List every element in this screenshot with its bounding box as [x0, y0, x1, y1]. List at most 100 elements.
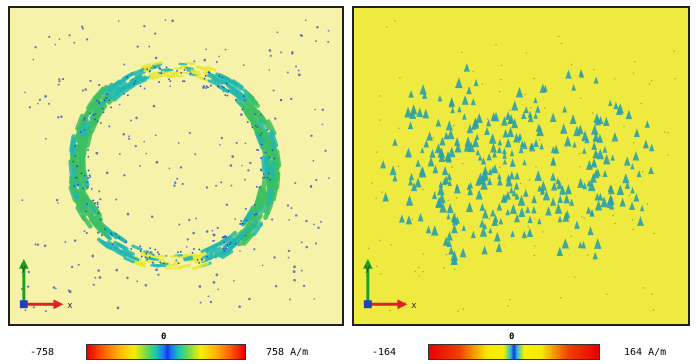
- field-arrow: [602, 146, 608, 153]
- field-dot: [61, 77, 65, 81]
- field-dot: [213, 239, 216, 242]
- field-dot: [587, 254, 589, 256]
- field-arrow: [518, 146, 524, 154]
- field-arrow: [642, 139, 649, 149]
- field-dot: [297, 73, 301, 77]
- ring-dot: [269, 178, 271, 181]
- field-dot: [209, 300, 213, 304]
- field-arrow: [580, 241, 587, 249]
- field-dot: [312, 159, 315, 162]
- field-dot: [117, 20, 120, 22]
- field-arrow: [502, 152, 507, 159]
- field-dot: [207, 295, 210, 298]
- field-arrow: [461, 95, 469, 105]
- field-dot: [293, 265, 296, 269]
- field-dot: [376, 151, 378, 153]
- field-arrow: [421, 91, 428, 99]
- field-dot: [154, 56, 158, 60]
- ring-vector: [247, 94, 260, 108]
- field-arrow: [606, 194, 615, 206]
- field-dot: [290, 97, 293, 101]
- field-arrow: [462, 113, 467, 120]
- field-dot: [667, 132, 670, 134]
- ring-dot: [139, 245, 142, 248]
- ring-dot: [152, 254, 155, 256]
- field-arrow: [615, 105, 623, 115]
- field-arrow: [535, 123, 542, 132]
- field-dot: [641, 170, 644, 173]
- ring-dot: [226, 94, 229, 97]
- field-dot: [188, 131, 191, 135]
- y-axis-arrowhead: [362, 258, 373, 269]
- field-dot: [291, 52, 294, 55]
- ring-dot: [260, 157, 262, 160]
- field-dot: [422, 188, 424, 191]
- ring-vector: [208, 72, 220, 79]
- ring-dot: [158, 253, 160, 256]
- field-arrow: [420, 147, 425, 154]
- field-dot: [205, 186, 209, 189]
- field-dot: [313, 298, 316, 300]
- field-dot: [248, 297, 251, 301]
- field-dot: [570, 235, 572, 238]
- field-dot: [143, 24, 146, 28]
- field-dot: [286, 71, 289, 74]
- ring-dot: [96, 203, 99, 206]
- field-dot: [632, 72, 635, 74]
- field-dot: [305, 245, 308, 249]
- field-dot: [509, 298, 511, 301]
- field-arrow: [416, 107, 424, 118]
- ring-vector: [131, 244, 143, 251]
- ring-dot: [80, 172, 83, 175]
- field-dot: [632, 229, 634, 231]
- axis-triad-left: y x: [18, 258, 73, 311]
- field-arrow: [423, 139, 430, 148]
- field-dot: [304, 19, 307, 22]
- field-plot-right: y x: [352, 6, 690, 326]
- ring-dot: [101, 107, 104, 110]
- ring-vector: [101, 82, 114, 95]
- field-arrow: [629, 201, 636, 211]
- ring-dot: [110, 234, 113, 237]
- field-dot: [145, 152, 148, 155]
- field-dot: [26, 285, 30, 288]
- field-dot: [81, 27, 85, 30]
- field-dot: [230, 184, 233, 187]
- field-arrow: [562, 105, 567, 113]
- field-dot: [249, 161, 252, 165]
- y-axis-label: y: [21, 264, 26, 274]
- ring-dot: [86, 181, 89, 184]
- field-dot: [462, 308, 464, 310]
- field-dot: [136, 45, 139, 48]
- field-dot: [198, 285, 202, 288]
- field-dot: [218, 55, 220, 58]
- field-dot: [314, 108, 316, 111]
- field-dot: [495, 44, 497, 46]
- ring-dot: [87, 148, 89, 151]
- ring-vector: [242, 232, 255, 246]
- field-dot: [314, 242, 318, 245]
- colorbar-gradient: [428, 344, 600, 360]
- field-arrow: [432, 165, 439, 174]
- field-arrow: [514, 171, 520, 180]
- ring-vector: [222, 238, 236, 249]
- field-arrow: [555, 177, 561, 185]
- field-arrow: [560, 123, 568, 134]
- field-dot: [411, 218, 413, 221]
- field-arrow: [496, 202, 503, 211]
- ring-dot: [255, 186, 258, 188]
- ring-dot: [177, 251, 179, 254]
- field-dot: [27, 270, 31, 274]
- ring-dot: [96, 120, 99, 123]
- field-arrow: [521, 111, 527, 119]
- field-arrow: [502, 158, 507, 165]
- x-axis-arrowhead: [53, 299, 64, 310]
- field-dot: [305, 219, 308, 223]
- field-arrow: [414, 177, 422, 188]
- ring-dot: [158, 81, 160, 83]
- field-dot: [664, 131, 666, 133]
- field-dot: [451, 166, 453, 168]
- field-arrow: [431, 191, 438, 200]
- field-arrow: [470, 97, 476, 106]
- field-arrow: [636, 170, 642, 178]
